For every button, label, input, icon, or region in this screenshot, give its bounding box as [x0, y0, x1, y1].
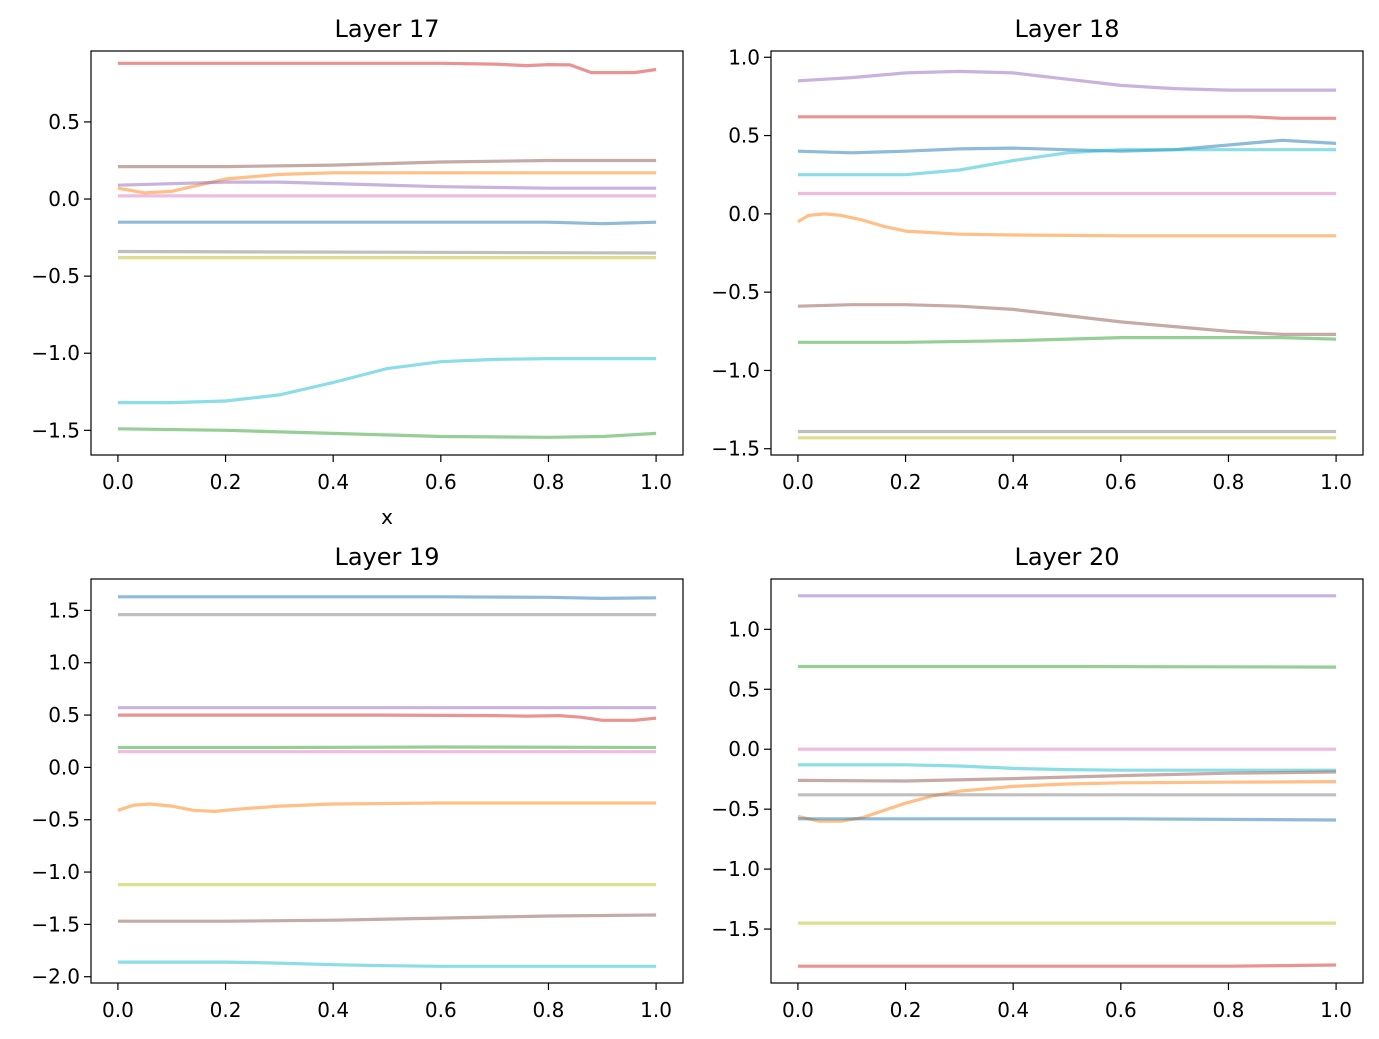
- y-tick-label: 0.0: [48, 187, 80, 211]
- x-tick-label: 0.2: [890, 998, 922, 1022]
- x-tick-label: 0.2: [210, 998, 242, 1022]
- series-line-red: [117, 61, 657, 75]
- subplot-title: Layer 17: [334, 15, 439, 43]
- series-line-blue: [797, 817, 1337, 822]
- series-line-cyan: [117, 357, 657, 405]
- x-tick-label: 0.6: [1105, 998, 1137, 1022]
- series-line-red: [117, 713, 657, 722]
- series-line-orange: [797, 212, 1337, 238]
- series-group: [797, 594, 1337, 968]
- y-tick-label: −1.0: [31, 860, 80, 884]
- series-line-green: [117, 427, 657, 439]
- x-tick-label: 1.0: [640, 470, 672, 494]
- y-tick-label: 1.0: [48, 651, 80, 675]
- x-tick-label: 0.8: [1213, 998, 1245, 1022]
- series-line-gray: [117, 249, 657, 255]
- plot-frame: [770, 50, 1364, 456]
- series-line-purple: [117, 180, 657, 190]
- x-tick-label: 0.6: [425, 470, 457, 494]
- x-tick-label: 0.0: [782, 470, 814, 494]
- subplot-layer-17: 0.0 0.2 0.4 0.6 0.8 1.0 −1.5 −1.0 −0.5 0.0 0.5 Laye…: [31, 15, 684, 529]
- series-line-blue: [117, 220, 657, 226]
- series-line-brown: [797, 770, 1337, 783]
- y-tick-label: 0.0: [728, 737, 760, 761]
- series-line-brown: [117, 913, 657, 923]
- x-tick-label: 0.0: [782, 998, 814, 1022]
- subplot-title: Layer 18: [1014, 15, 1119, 43]
- y-tick-label: −0.5: [31, 264, 80, 288]
- x-tick-label: 0.8: [533, 470, 565, 494]
- y-tick-label: −2.0: [31, 965, 80, 989]
- series-group: [117, 595, 657, 968]
- y-tick-label: 1.5: [48, 598, 80, 622]
- x-axis-label: x: [381, 505, 393, 529]
- y-tick-label: 0.5: [728, 677, 760, 701]
- x-tick-label: 0.4: [317, 998, 349, 1022]
- y-tick-label: 0.5: [48, 110, 80, 134]
- x-tick-label: 0.2: [210, 470, 242, 494]
- series-group: [797, 69, 1337, 440]
- subplot-layer-20: 0.0 0.2 0.4 0.6 0.8 1.0 −1.5 −1.0 −0.5 0.0 0.5 1.0 L…: [711, 543, 1364, 1022]
- series-line-green: [797, 336, 1337, 344]
- series-line-blue: [117, 595, 657, 600]
- plot-frame: [90, 50, 684, 456]
- x-tick-label: 0.6: [425, 998, 457, 1022]
- x-tick-label: 0.8: [533, 998, 565, 1022]
- x-tick-label: 1.0: [1320, 470, 1352, 494]
- y-tick-label: −1.0: [31, 341, 80, 365]
- y-tick-label: −1.5: [711, 437, 760, 461]
- y-tick-label: 0.5: [48, 703, 80, 727]
- series-line-green: [117, 745, 657, 750]
- subplot-layer-18: 0.0 0.2 0.4 0.6 0.8 1.0 −1.5 −1.0 −0.5 0.0 0.5 1.0 L…: [711, 15, 1364, 494]
- x-tick-label: 0.4: [997, 998, 1029, 1022]
- y-tick-label: −0.5: [711, 280, 760, 304]
- series-line-cyan: [797, 763, 1337, 772]
- y-tick-label: −1.5: [31, 912, 80, 936]
- series-line-brown: [117, 158, 657, 169]
- y-tick-label: −0.5: [31, 808, 80, 832]
- y-tick-label: 1.0: [728, 45, 760, 69]
- series-line-purple: [797, 69, 1337, 92]
- y-tick-label: −1.5: [711, 917, 760, 941]
- x-tick-label: 1.0: [640, 998, 672, 1022]
- series-line-red: [797, 963, 1337, 968]
- series-line-blue: [797, 138, 1337, 155]
- y-tick-label: −0.5: [711, 797, 760, 821]
- y-tick-label: −1.5: [31, 418, 80, 442]
- series-line-red: [797, 115, 1337, 120]
- x-tick-label: 0.0: [102, 470, 134, 494]
- x-tick-label: 0.4: [317, 470, 349, 494]
- series-line-brown: [797, 303, 1337, 336]
- series-line-cyan: [797, 148, 1337, 177]
- y-tick-label: −1.0: [711, 358, 760, 382]
- x-tick-label: 1.0: [1320, 998, 1352, 1022]
- plot-frame: [770, 578, 1364, 984]
- y-tick-label: −1.0: [711, 857, 760, 881]
- series-line-cyan: [117, 960, 657, 968]
- subplot-title: Layer 20: [1014, 543, 1119, 571]
- series-line-green: [797, 664, 1337, 669]
- series-line-orange: [117, 801, 657, 813]
- plot-frame: [90, 578, 684, 984]
- series-line-orange: [797, 780, 1337, 823]
- x-tick-label: 0.4: [997, 470, 1029, 494]
- y-tick-label: 0.0: [728, 202, 760, 226]
- x-tick-label: 0.2: [890, 470, 922, 494]
- y-tick-label: 0.5: [728, 124, 760, 148]
- y-tick-label: 0.0: [48, 755, 80, 779]
- x-tick-label: 0.6: [1105, 470, 1137, 494]
- series-group: [117, 61, 657, 439]
- subplot-layer-19: 0.0 0.2 0.4 0.6 0.8 1.0 −2.0 −1.5 −1.0 −0.5 0.0 0.5…: [31, 543, 684, 1022]
- subplot-title: Layer 19: [334, 543, 439, 571]
- y-tick-label: 1.0: [728, 617, 760, 641]
- series-line-orange: [117, 171, 657, 195]
- x-tick-label: 0.8: [1213, 470, 1245, 494]
- x-tick-label: 0.0: [102, 998, 134, 1022]
